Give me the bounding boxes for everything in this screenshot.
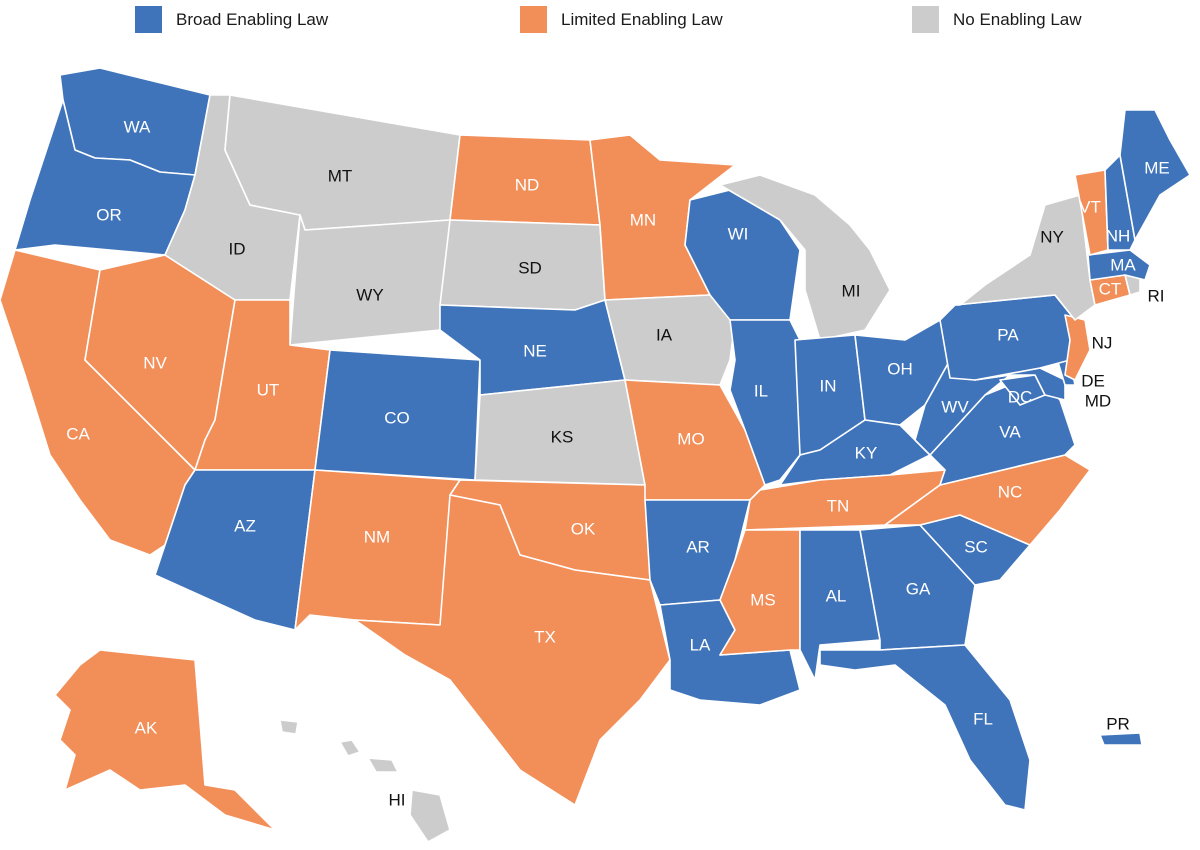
state-label-ut: UT [257,380,280,399]
labels-layer: WA OR CA NV ID MT WY UT AZ CO NM ND SD N… [66,117,1170,809]
state-label-wi: WI [728,224,749,243]
state-label-nv: NV [143,353,167,372]
legend: Broad Enabling Law Limited Enabling Law … [0,0,1200,40]
state-label-mt: MT [328,166,353,185]
state-label-tx: TX [534,627,556,646]
legend-label-none: No Enabling Law [953,9,1082,29]
state-fl [819,644,1031,811]
state-label-sd: SD [518,258,542,277]
state-nj [1064,314,1091,381]
legend-label-limited: Limited Enabling Law [561,9,723,29]
state-nm [294,469,461,631]
state-wy [289,214,451,346]
legend-item-broad: Broad Enabling Law [135,6,328,33]
state-va [929,374,1076,486]
state-label-oh: OH [887,359,913,378]
state-label-nc: NC [998,482,1023,501]
state-label-pr: PR [1106,714,1130,733]
state-label-nm: NM [364,527,390,546]
legend-item-limited: Limited Enabling Law [520,6,723,33]
state-label-id: ID [229,239,246,258]
state-label-co: CO [384,408,410,427]
state-label-il: IL [754,381,768,400]
state-label-ma: MA [1110,255,1136,274]
state-label-wv: WV [941,397,969,416]
state-label-ms: MS [750,590,776,609]
state-label-ky: KY [855,443,878,462]
state-label-vt: VT [1079,197,1101,216]
state-label-ri: RI [1148,286,1165,305]
state-il [729,319,801,486]
state-label-de: DE [1081,371,1105,390]
state-label-tn: TN [827,496,850,515]
state-label-wa: WA [124,117,151,136]
state-label-nd: ND [515,175,540,194]
legend-swatch-broad [135,6,162,33]
state-label-hi: HI [389,790,406,809]
state-label-fl: FL [973,709,993,728]
state-ak [54,649,276,831]
state-label-ks: KS [551,427,574,446]
legend-swatch-none [912,6,939,33]
state-label-ca: CA [66,424,90,443]
state-label-ny: NY [1040,227,1064,246]
state-label-sc: SC [964,537,988,556]
state-pr [1099,732,1143,746]
state-label-nh: NH [1106,226,1131,245]
state-mi [719,174,891,341]
state-label-ne: NE [523,341,547,360]
legend-label-broad: Broad Enabling Law [176,9,329,29]
state-label-ar: AR [686,537,710,556]
state-label-md: MD [1085,391,1111,410]
legend-swatch-limited [520,6,547,33]
state-label-wy: WY [356,285,383,304]
state-label-ia: IA [656,325,673,344]
state-label-or: OR [96,205,122,224]
state-label-nj: NJ [1092,333,1113,352]
state-label-me: ME [1144,158,1170,177]
state-label-al: AL [826,586,847,605]
state-label-ok: OK [571,519,596,538]
state-label-la: LA [690,635,711,654]
state-label-in: IN [820,376,837,395]
state-label-dc: DC [1008,387,1033,406]
states-layer [0,67,1191,843]
state-label-ct: CT [1099,279,1122,298]
state-label-pa: PA [997,325,1019,344]
state-label-ga: GA [906,579,931,598]
state-label-va: VA [999,422,1021,441]
state-label-az: AZ [234,516,256,535]
legend-item-none: No Enabling Law [912,6,1082,33]
state-hi [279,719,451,843]
state-label-ak: AK [135,718,158,737]
state-me [1119,109,1191,241]
state-label-mo: MO [677,429,704,448]
state-label-mi: MI [842,281,861,300]
state-nh [1104,154,1136,251]
state-label-mn: MN [630,210,656,229]
state-tx [354,494,671,806]
